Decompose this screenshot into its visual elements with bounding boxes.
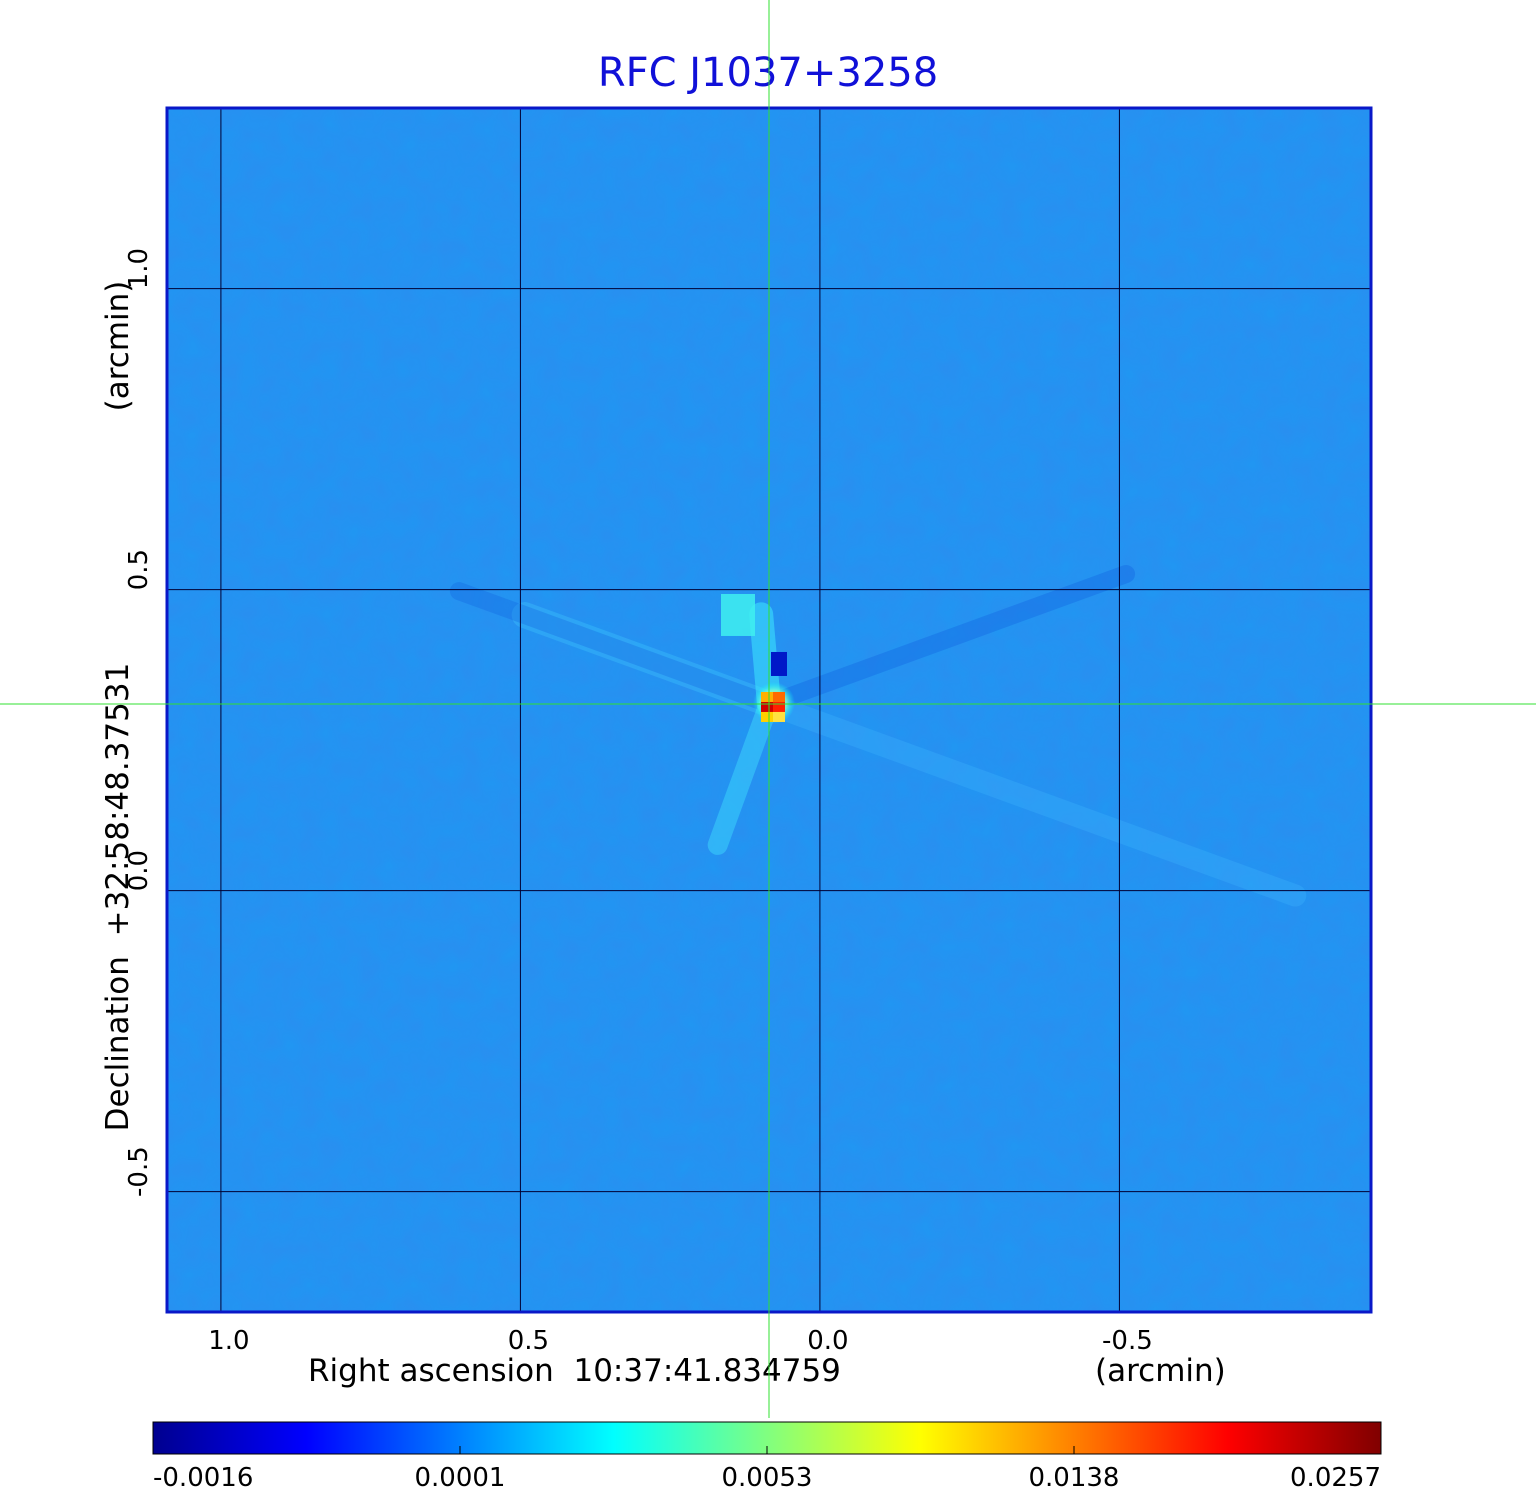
x-axis-unit: (arcmin) (1095, 1353, 1226, 1389)
x-tick-labels: 1.0 0.5 0.0 -0.5 (208, 1326, 1153, 1356)
x-axis-label: Right ascension 10:37:41.834759 (308, 1353, 841, 1389)
source-pixel-4 (761, 711, 773, 722)
crosshair (0, 0, 1536, 1418)
y-tick-label-0: 1.0 (124, 248, 154, 289)
colorbar: -0.0016 0.0001 0.0053 0.0138 0.0257 (152, 1421, 1382, 1493)
y-tick-label-2: 0.0 (124, 850, 154, 891)
chart-title: RFC J1037+3258 (598, 50, 938, 96)
y-tick-label-1: 0.5 (124, 549, 154, 590)
sidelobe-2 (760, 565, 1136, 713)
x-tick-label-3: -0.5 (1102, 1326, 1153, 1356)
source-blob (721, 593, 795, 724)
source-pixel-0 (761, 691, 773, 702)
sidelobe-1 (758, 692, 1307, 907)
x-tick-label-1: 0.5 (508, 1326, 549, 1356)
source-lobe-north (721, 593, 755, 636)
y-tick-label-3: -0.5 (124, 1146, 154, 1197)
source-pixel-5 (773, 711, 785, 722)
source-negative-pixel (771, 651, 787, 676)
colorbar-tick-label-3: 0.0138 (1029, 1463, 1120, 1493)
colorbar-ticks: -0.0016 0.0001 0.0053 0.0138 0.0257 (152, 1446, 1382, 1493)
y-axis-label: Declination +32:58:48.37531 (100, 663, 136, 1132)
source-pixel-2 (761, 701, 773, 712)
sidelobe-4 (707, 693, 779, 855)
x-tick-label-2: 0.0 (807, 1326, 848, 1356)
colorbar-tick-label-0: -0.0016 (153, 1463, 253, 1493)
colorbar-tick-label-4: 0.0257 (1290, 1463, 1381, 1493)
colorbar-tick-label-2: 0.0053 (722, 1463, 813, 1493)
sidelobe-0 (511, 602, 782, 717)
colorbar-tick-label-1: 0.0001 (415, 1463, 506, 1493)
y-axis-unit: (arcmin) (100, 281, 136, 412)
sidelobe-3 (449, 582, 778, 713)
y-tick-labels: 1.0 0.5 0.0 -0.5 (124, 248, 154, 1197)
source-pixel-1 (773, 691, 785, 702)
source-pixel-3 (773, 701, 785, 712)
x-tick-label-0: 1.0 (208, 1326, 249, 1356)
